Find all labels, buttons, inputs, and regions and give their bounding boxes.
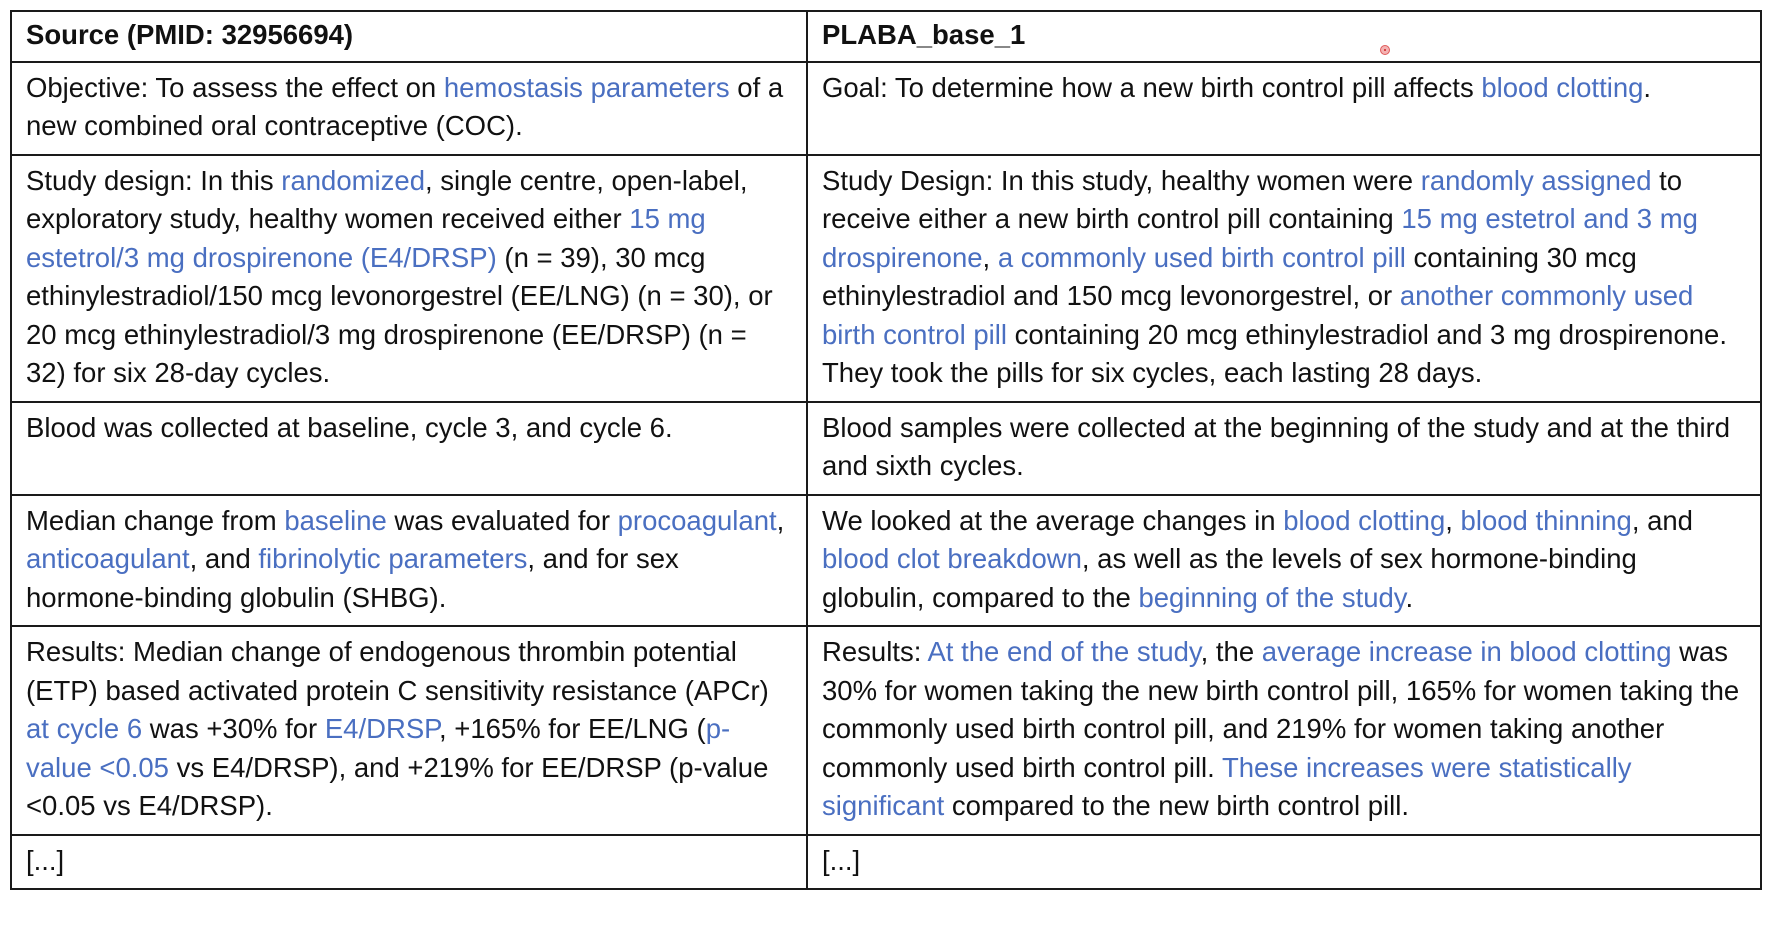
text-segment: compared to the new birth control pill. xyxy=(944,790,1409,821)
source-cell-results: Results: Median change of endogenous thr… xyxy=(10,625,808,836)
text-segment: We looked at the average changes in xyxy=(822,504,1284,536)
plaba-cell-blood-collection: Blood samples were collected at the begi… xyxy=(806,400,1762,496)
text-segment: of a new combined oral contraceptive (CO… xyxy=(26,71,784,142)
text-segment: , xyxy=(1445,504,1461,536)
highlighted-term: blood clotting xyxy=(1283,504,1446,536)
plaba-cell-ellipsis: [...] xyxy=(806,833,1762,890)
source-cell-objective: Objective: To assess the effect on hemos… xyxy=(10,60,808,156)
highlighted-term: At the end of the study xyxy=(927,636,1201,667)
comparison-page: Source (PMID: 32956694) PLABA_base_1 Obj… xyxy=(10,10,1762,890)
header-source: Source (PMID: 32956694) xyxy=(10,10,808,63)
text-segment: [...] xyxy=(822,844,861,876)
highlighted-term: beginning of the study xyxy=(1138,581,1406,613)
source-cell-study-design: Study design: In this randomized, single… xyxy=(10,153,808,403)
highlighted-term: another commonly used birth control pill xyxy=(822,280,1694,350)
highlighted-term: baseline xyxy=(284,504,387,536)
highlighted-term: p-value <0.05 xyxy=(26,713,731,783)
text-segment: Study design: In this xyxy=(26,164,282,196)
text-segment: to receive either a new birth control pi… xyxy=(822,164,1683,235)
table-header-row: Source (PMID: 32956694) PLABA_base_1 xyxy=(10,10,1762,63)
highlighted-term: randomized xyxy=(281,164,425,196)
table-row: Results: Median change of endogenous thr… xyxy=(10,625,1762,836)
text-segment: (n = 39), 30 mcg ethinylestradiol/150 mc… xyxy=(26,241,773,389)
highlighted-term: a commonly used birth control pill xyxy=(997,241,1406,273)
highlighted-term: blood clotting xyxy=(1481,71,1644,103)
text-segment: [...] xyxy=(26,844,65,876)
header-plaba: PLABA_base_1 xyxy=(806,10,1762,63)
text-segment: containing 20 mcg ethinylestradiol and 3… xyxy=(822,318,1727,389)
highlighted-term: hemostasis parameters xyxy=(443,71,730,103)
plaba-cell-goal: Goal: To determine how a new birth contr… xyxy=(806,60,1762,156)
table-row: Study design: In this randomized, single… xyxy=(10,153,1762,403)
highlighted-term: anticoagulant xyxy=(26,543,190,574)
source-cell-ellipsis: [...] xyxy=(10,833,808,890)
text-segment: . xyxy=(1405,581,1414,613)
highlighted-term: blood thinning xyxy=(1460,504,1632,536)
table-row: Objective: To assess the effect on hemos… xyxy=(10,60,1762,156)
text-segment: , xyxy=(776,504,785,536)
highlighted-term: at cycle 6 xyxy=(26,713,143,744)
table-row: [...] [...] xyxy=(10,833,1762,890)
text-segment: Results: xyxy=(822,636,928,667)
text-segment: vs E4/DRSP), and +219% for EE/DRSP (p-va… xyxy=(26,751,769,822)
plaba-cell-results: Results: At the end of the study, the av… xyxy=(806,625,1762,836)
mouse-cursor-indicator xyxy=(1380,45,1390,55)
text-segment: , and xyxy=(189,543,259,574)
text-segment: Study Design: In this study, healthy wom… xyxy=(822,164,1421,196)
text-segment: , single centre, open-label, exploratory… xyxy=(26,164,748,235)
text-segment: was 30% for women taking the new birth c… xyxy=(822,636,1740,783)
text-segment: , xyxy=(982,241,998,273)
text-segment: Objective: To assess the effect on xyxy=(26,71,444,103)
text-segment: was evaluated for xyxy=(386,504,618,536)
text-segment: Median change from xyxy=(26,504,285,536)
highlighted-term: procoagulant xyxy=(617,504,777,536)
plaba-cell-study-design: Study Design: In this study, healthy wom… xyxy=(806,153,1762,403)
text-segment: , and for sex hormone-binding globulin (… xyxy=(26,543,679,613)
highlighted-term: E4/DRSP xyxy=(324,713,439,744)
text-segment: Blood was collected at baseline, cycle 3… xyxy=(26,411,673,443)
text-segment: Goal: To determine how a new birth contr… xyxy=(822,71,1482,103)
text-segment: , and xyxy=(1631,504,1693,536)
text-segment: Blood samples were collected at the begi… xyxy=(822,411,1731,482)
highlighted-term: blood clot breakdown xyxy=(822,543,1082,574)
highlighted-term: fibrinolytic parameters xyxy=(258,543,528,574)
comparison-table: Source (PMID: 32956694) PLABA_base_1 Obj… xyxy=(10,10,1762,890)
highlighted-term: randomly assigned xyxy=(1420,164,1652,196)
source-cell-evaluation: Median change from baseline was evaluate… xyxy=(10,493,808,627)
text-segment: , the xyxy=(1200,636,1262,667)
text-segment: , as well as the levels of sex hormone-b… xyxy=(822,543,1637,613)
table-row: Blood was collected at baseline, cycle 3… xyxy=(10,400,1762,496)
highlighted-term: 15 mg estetrol and 3 mg drospirenone xyxy=(822,203,1698,273)
highlighted-term: 15 mg estetrol/3 mg drospirenone (E4/DRS… xyxy=(26,203,706,273)
text-segment: Results: Median change of endogenous thr… xyxy=(26,636,769,706)
highlighted-term: average increase in blood clotting xyxy=(1261,636,1672,667)
plaba-cell-evaluation: We looked at the average changes in bloo… xyxy=(806,493,1762,627)
text-segment: containing 30 mcg ethinylestradiol and 1… xyxy=(822,241,1637,312)
text-segment: was +30% for xyxy=(142,713,325,744)
text-segment: . xyxy=(1643,71,1652,103)
table-body: Objective: To assess the effect on hemos… xyxy=(10,60,1762,890)
highlighted-term: These increases were statistically signi… xyxy=(822,751,1632,822)
text-segment: , +165% for EE/LNG ( xyxy=(438,713,706,744)
source-cell-blood-collection: Blood was collected at baseline, cycle 3… xyxy=(10,400,808,496)
table-row: Median change from baseline was evaluate… xyxy=(10,493,1762,627)
